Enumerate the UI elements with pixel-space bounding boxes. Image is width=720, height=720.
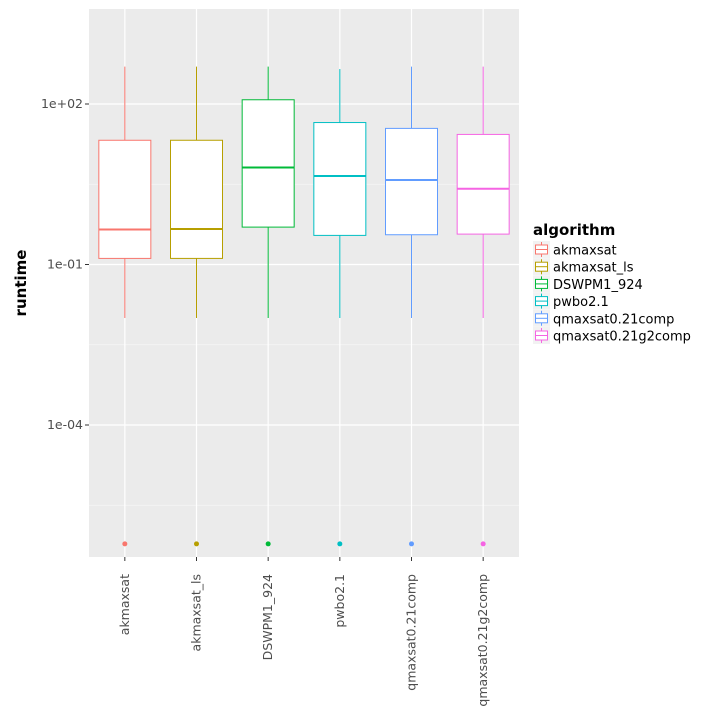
y-tick-label: 1e-04 [47,417,83,432]
plot-panel [89,9,519,557]
box-body [98,139,152,259]
boxes [98,66,510,547]
x-axis: akmaxsat akmaxsat_ls DSWPM1_924 pwbo2.1 qmax… [117,557,490,707]
legend-label: qmaxsat0.21g2comp [553,330,691,345]
outlier-point [409,541,414,547]
legend-label: DSWPM1_924 [553,278,643,293]
legend-label: akmaxsat [553,244,617,259]
box-body [385,127,438,236]
box-body [456,133,510,235]
box-akmaxsat [98,66,152,547]
legend: algorithm akmaxsat akmaxsat_ls DSWPM1_924p… [533,221,691,345]
box-body [313,122,367,236]
x-tick-label: DSWPM1_924 [260,574,275,660]
x-tick-label: qmaxsat0.21comp [404,574,419,691]
box-pwbo2.1 [313,69,367,547]
x-tick-label: akmaxsat [117,574,132,635]
y-tick-label: 1e+02 [41,96,83,111]
legend-item-DSWPM1_924: DSWPM1_924 [533,275,643,293]
y-axis: 1e-04 1e-01 1e+02 [41,96,89,432]
box-qmaxsat0.21g2comp [456,66,510,547]
box-qmaxsat0.21comp [385,66,438,547]
x-tick-label: pwbo2.1 [332,574,347,628]
box-body [241,99,295,228]
x-tick-label: qmaxsat0.21g2comp [475,574,490,707]
y-axis-title: runtime [12,250,30,317]
legend-title: algorithm [533,221,615,239]
box-DSWPM1_924 [241,66,295,547]
legend-label: pwbo2.1 [553,295,609,310]
legend-item-akmaxsat_ls: akmaxsat_ls [533,258,634,276]
box-akmaxsat_ls [170,66,223,547]
legend-item-akmaxsat: akmaxsat [533,241,617,259]
legend-item-qmaxsat0.21g2comp: qmaxsat0.21g2comp [533,327,691,345]
box-body [170,139,223,259]
outlier-point [480,541,486,547]
legend-label: qmaxsat0.21comp [553,312,674,327]
legend-item-qmaxsat0.21comp: qmaxsat0.21comp [533,309,674,327]
x-tick-label: akmaxsat_ls [189,574,204,651]
outlier-point [122,541,128,547]
y-tick-label: 1e-01 [47,257,83,272]
outlier-point [194,541,199,547]
outlier-point [265,541,271,547]
legend-item-pwbo2.1: pwbo2.1 [533,292,609,310]
outlier-point [337,541,343,547]
legend-label: akmaxsat_ls [553,261,634,276]
